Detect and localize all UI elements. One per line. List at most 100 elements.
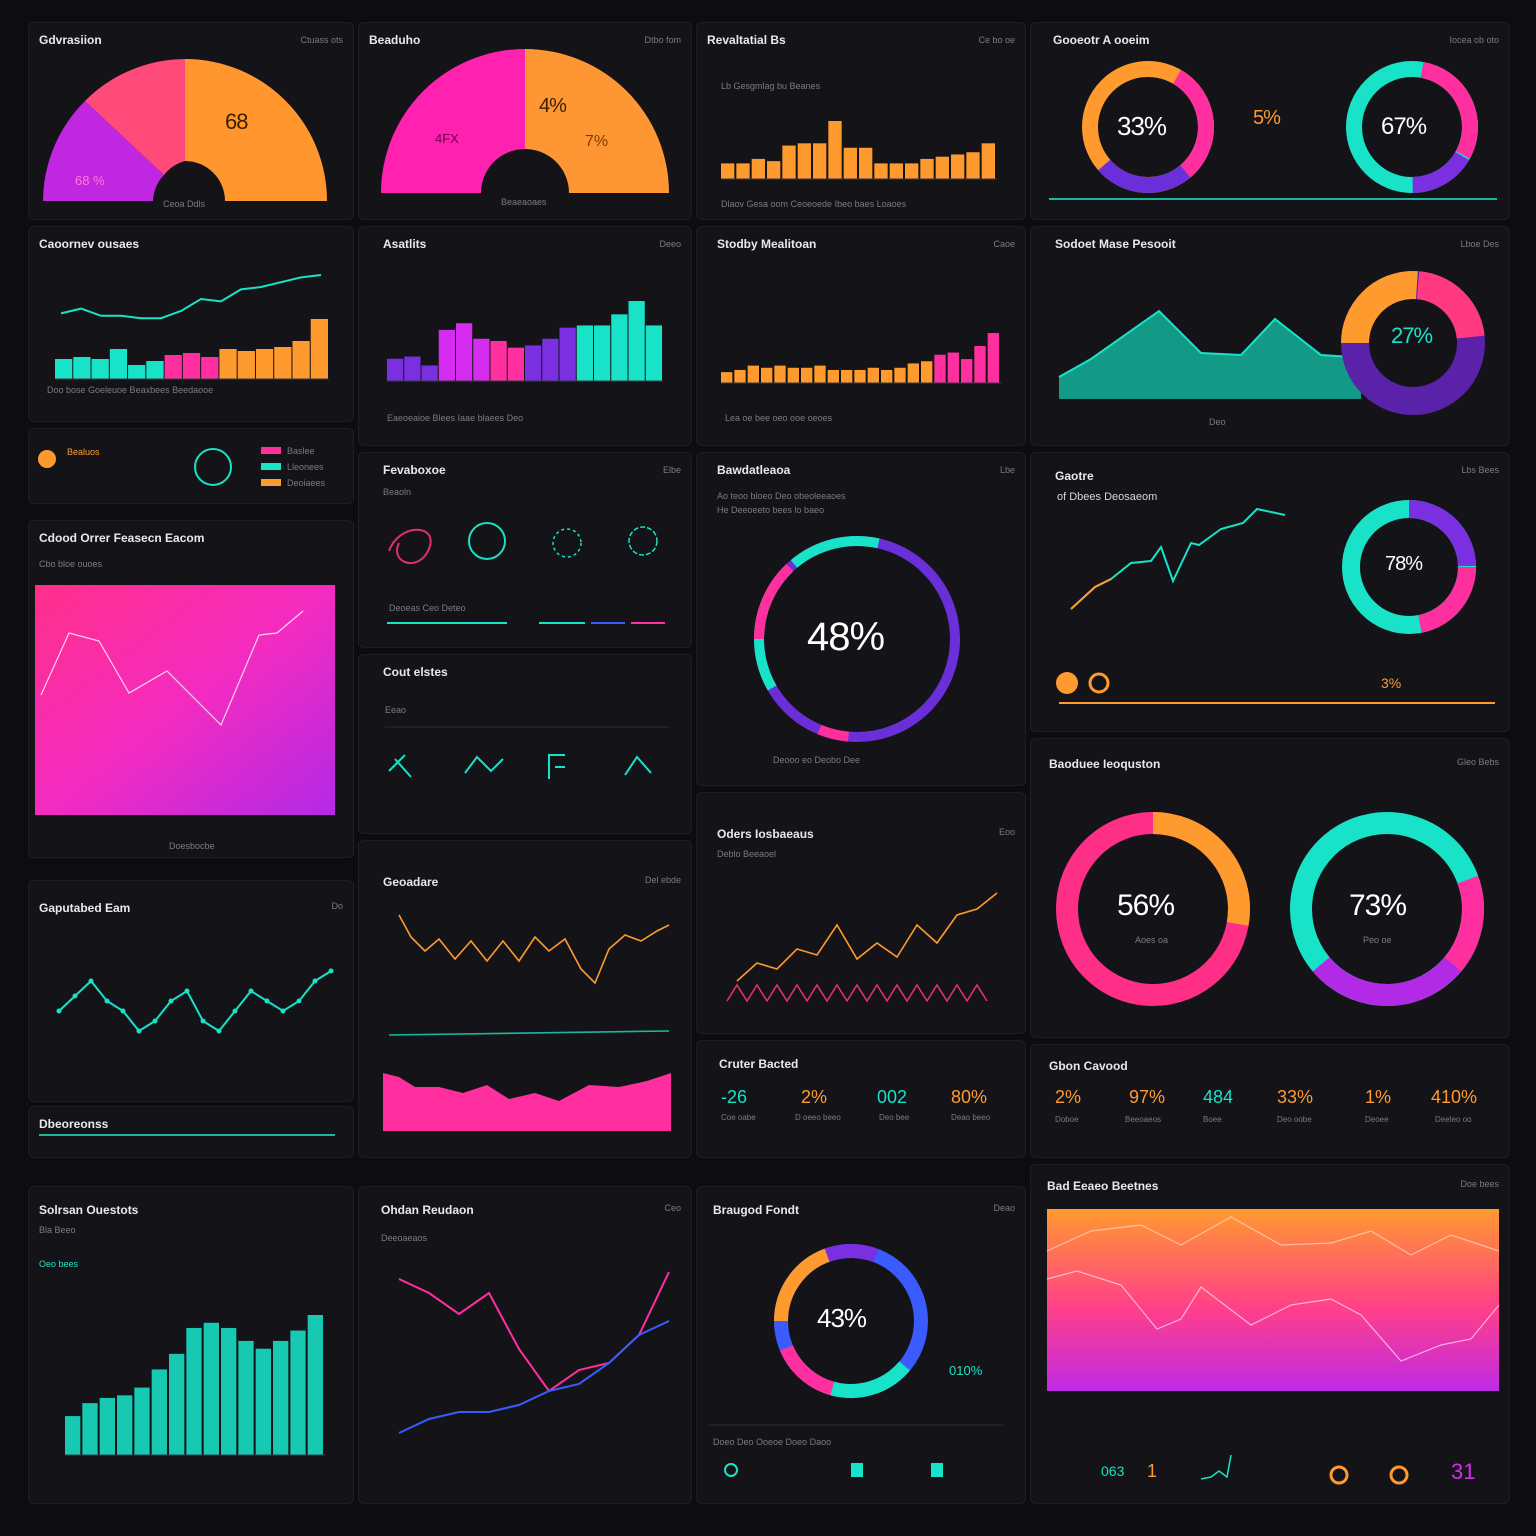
kpi-1-label: Doboe — [1055, 1115, 1079, 1124]
panel-title: Oders Iosbaeaus — [717, 827, 814, 841]
bar — [542, 338, 559, 381]
panel-foot: Deo — [1209, 417, 1226, 427]
panel-meta: Del ebde — [644, 875, 681, 885]
bar — [151, 1369, 167, 1455]
panel-title: Geoadare — [383, 875, 439, 889]
panel-sub-2: Oeo bees — [39, 1259, 79, 1269]
line-chart — [56, 968, 334, 1034]
panel-title: Dbeoreonss — [39, 1117, 109, 1131]
panel-title: Gooeotr A ooeim — [1053, 33, 1150, 47]
panel-meta: Deao — [993, 1203, 1015, 1213]
bar — [951, 154, 965, 179]
bar — [274, 347, 292, 379]
bar — [473, 338, 490, 381]
donut-value: 78% — [1385, 553, 1423, 575]
donut-seg-orange — [774, 1244, 928, 1398]
bar — [219, 349, 237, 379]
bar — [99, 1397, 115, 1455]
orange-line — [398, 914, 670, 985]
semi-gauge — [43, 59, 327, 201]
bar — [73, 357, 91, 379]
panel-meta: Ceo — [664, 1203, 681, 1213]
bar — [438, 329, 455, 381]
kpi-3: 31 — [1451, 1459, 1476, 1484]
kpi-2-value: 2% — [801, 1087, 828, 1107]
kpi-value: 3% — [1381, 675, 1402, 691]
donut-1-label: Aoes oa — [1135, 935, 1169, 945]
panel-meta: Iocea ob oto — [1449, 35, 1499, 45]
bar — [761, 367, 773, 383]
kpi-1-value: 2% — [1055, 1087, 1082, 1107]
kpi-3-label: Deo bee — [879, 1113, 910, 1122]
donut-2-value: 73% — [1349, 889, 1407, 922]
bar — [874, 163, 888, 179]
bar — [290, 1330, 306, 1455]
bar — [146, 361, 164, 379]
gauge-value-3: 7% — [585, 133, 609, 150]
donut-chart — [754, 536, 961, 742]
panel-title: Sodoet Mase Pesooit — [1055, 237, 1176, 251]
panel-meta: Eoo — [998, 827, 1015, 837]
gauge-seg-purple — [43, 101, 164, 201]
sparkle-icon — [388, 754, 412, 778]
panel-sub: Lb Gesgmlag bu Beanes — [721, 81, 821, 91]
panel-gradient-wave: Bad Eeaeo Beetnes Doe bees 063 1 31 — [1030, 1164, 1510, 1504]
area-donut-chart — [1058, 270, 1485, 415]
donut-value: 43% — [817, 1303, 867, 1333]
icon-box-teal-2 — [931, 1463, 943, 1477]
legend-item-1: Baslee — [287, 446, 315, 456]
data-point — [136, 1028, 142, 1034]
bar — [814, 365, 826, 383]
bar — [91, 359, 109, 379]
kpi-2-label: D oeeo beeo — [795, 1113, 841, 1122]
pink-area — [383, 1073, 671, 1131]
teal-area — [1059, 311, 1361, 399]
trend-line — [60, 274, 322, 320]
panel-foot: Deooo eo Deobo Dee — [773, 755, 861, 765]
bar — [934, 354, 946, 383]
bar-chart — [387, 301, 663, 382]
data-point — [328, 968, 334, 974]
bar — [721, 163, 735, 179]
panel-title: Cruter Bacted — [719, 1057, 799, 1071]
panel-area-donut: Sodoet Mase Pesooit Lboe Des 27% Deo — [1030, 226, 1510, 446]
bar — [201, 357, 219, 379]
panel-kpis-1: Cruter Bacted -26 Coe oabe 2% D oeeo bee… — [696, 1040, 1026, 1158]
panel-foot: Beaeaoaes — [501, 197, 547, 207]
gradient-area-chart — [1046, 1209, 1500, 1485]
bar — [921, 361, 933, 383]
bar — [920, 158, 934, 179]
bar — [813, 143, 827, 179]
panel-meta: Lbe — [999, 465, 1015, 475]
panel-legend: Bealuos Baslee Lleonees Deoiaees — [28, 428, 354, 504]
bar — [801, 367, 813, 383]
bar — [935, 156, 949, 179]
bar — [55, 359, 73, 379]
bar — [966, 152, 980, 179]
panel-bars-multi: Asatlits Deeo Eaeoeaioe Blees Iaae blaee… — [358, 226, 692, 446]
bar — [82, 1403, 98, 1455]
kpi-1-value: -26 — [721, 1087, 748, 1107]
panel-title: Gaputabed Eam — [39, 901, 131, 915]
panel-title: Cdood Orrer Feasecn Eacom — [39, 531, 205, 545]
semi-gauge — [381, 49, 669, 193]
panel-line-dual: Oders Iosbaeaus Eoo Deblo Beeaoel — [696, 792, 1026, 1034]
flag-icon — [548, 754, 565, 779]
panel-gauge-2: Beaduho Dtbo fom 4% 4FX 7% Beaeaoaes — [358, 22, 692, 220]
donut-seg-pink-2 — [754, 536, 961, 742]
donut-2-seg — [1346, 61, 1478, 193]
legend-graphics — [38, 447, 281, 486]
ring-icon — [724, 1463, 738, 1477]
panel-title: Asatlits — [383, 237, 427, 251]
panel-meta: Ce bo oe — [978, 35, 1015, 45]
bar — [203, 1322, 219, 1455]
data-point — [312, 978, 318, 984]
donut-pair — [1056, 812, 1484, 1006]
panel-line-donut: Gaotre Lbs Bees of Dbees Deosaeom 78% 3% — [1030, 452, 1510, 732]
progress-bar — [39, 1134, 335, 1136]
panel-progress: Dbeoreonss — [28, 1106, 354, 1158]
panel-title: Gdvrasiion — [39, 33, 102, 47]
panel-gradient-area: Cdood Orrer Feasecn Eacom Cbo bloe ouoes… — [28, 520, 354, 858]
panel-icons-1: Fevaboxoe Elbe Beaoln Deoeas Ceo Deteo — [358, 452, 692, 648]
panel-meta: Lboe Des — [1460, 239, 1499, 249]
